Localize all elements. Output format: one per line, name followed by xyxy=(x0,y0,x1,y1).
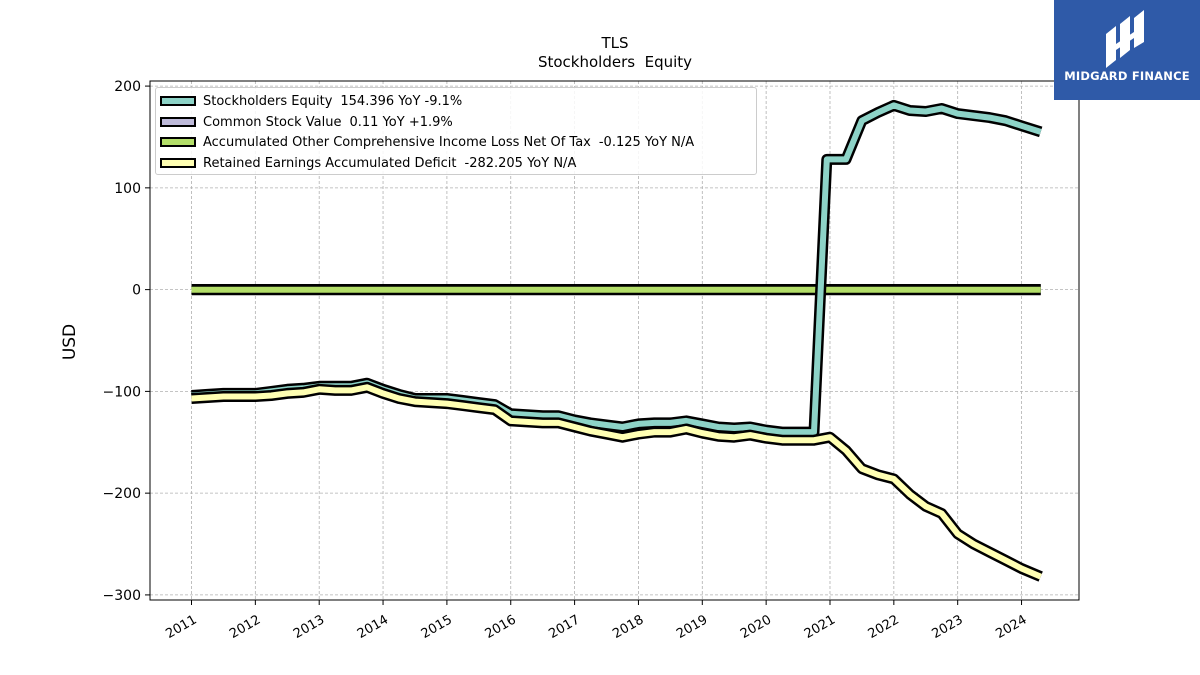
legend-yoy: YoY N/A xyxy=(527,155,577,171)
legend-latest: -0.125 xyxy=(598,134,641,150)
x-tick-label: 2024 xyxy=(993,612,1029,642)
legend-latest: 154.396 xyxy=(340,93,395,109)
legend-swatch xyxy=(160,137,196,147)
x-tick-label: 2013 xyxy=(291,612,327,642)
legend: Stockholders Equity 154.396 YoY -9.1% Co… xyxy=(155,87,757,175)
legend-swatch xyxy=(160,158,196,168)
chart-subtitle: Stockholders Equity xyxy=(538,53,692,71)
legend-yoy: YoY -9.1% xyxy=(398,93,463,109)
y-tick-label: 0 xyxy=(132,283,141,299)
legend-item-retained-earnings: Retained Earnings Accumulated Deficit -2… xyxy=(160,154,576,172)
legend-yoy: YoY N/A xyxy=(644,134,695,150)
x-tick-label: 2021 xyxy=(802,612,838,642)
legend-item-common-stock: Common Stock Value 0.11 YoY +1.9% xyxy=(160,113,453,131)
legend-latest: 0.11 xyxy=(349,114,379,130)
x-tick-label: 2019 xyxy=(674,612,710,642)
legend-swatch xyxy=(160,96,196,106)
chart-title: TLS xyxy=(600,34,628,52)
legend-label: Common Stock Value xyxy=(203,114,342,130)
plot-frame xyxy=(149,80,1080,601)
series-line xyxy=(191,384,1042,580)
y-tick-label: −300 xyxy=(103,588,141,604)
x-tick-label: 2020 xyxy=(738,612,774,642)
legend-item-aoci: Accumulated Other Comprehensive Income L… xyxy=(160,133,694,151)
x-tick-label: 2018 xyxy=(610,612,646,642)
y-tick-label: 200 xyxy=(114,79,141,95)
y-tick-label: −200 xyxy=(103,486,141,502)
x-tick-label: 2011 xyxy=(163,612,199,642)
brand-logo: MIDGARD FINANCE xyxy=(1054,0,1200,100)
legend-label: Accumulated Other Comprehensive Income L… xyxy=(203,134,591,150)
brand-logo-icon xyxy=(1106,10,1144,68)
legend-yoy: YoY +1.9% xyxy=(382,114,453,130)
legend-item-stockholders-equity: Stockholders Equity 154.396 YoY -9.1% xyxy=(160,92,462,110)
legend-swatch xyxy=(160,117,196,127)
x-tick-label: 2015 xyxy=(419,612,455,642)
x-tick-label: 2012 xyxy=(227,612,263,642)
brand-name: MIDGARD FINANCE xyxy=(1064,69,1190,83)
x-tick-label: 2017 xyxy=(546,612,582,642)
series-group xyxy=(191,99,1043,582)
x-tick-label: 2016 xyxy=(483,612,519,642)
legend-label: Retained Earnings Accumulated Deficit xyxy=(203,155,457,171)
x-tick-label: 2022 xyxy=(866,612,902,642)
y-tick-label: −100 xyxy=(103,384,141,400)
x-tick-label: 2023 xyxy=(930,612,966,642)
x-tick-label: 2014 xyxy=(355,612,391,642)
y-axis-label: USD xyxy=(60,324,80,360)
legend-label: Stockholders Equity xyxy=(203,93,333,109)
legend-latest: -282.205 xyxy=(464,155,523,171)
y-tick-label: 100 xyxy=(114,181,141,197)
